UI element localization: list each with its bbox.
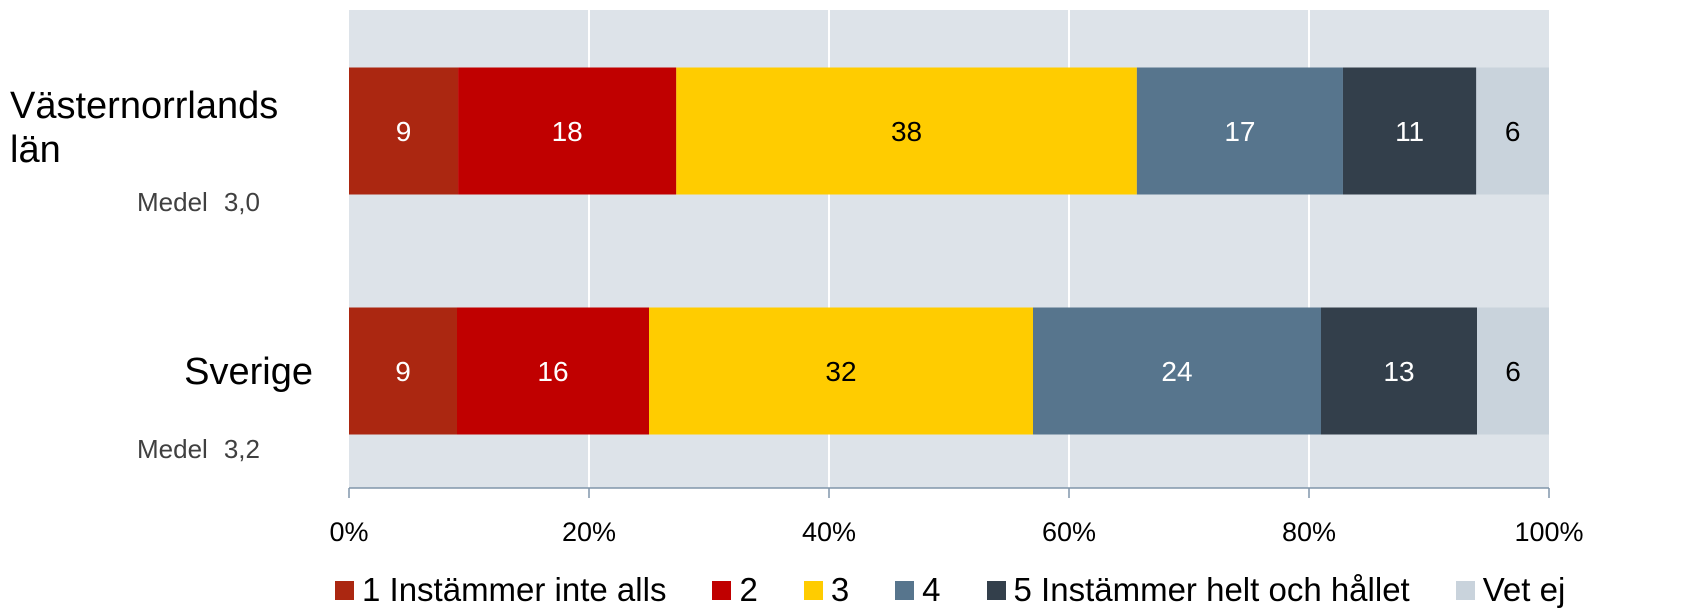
bar-segment bbox=[649, 307, 1033, 435]
legend-label: 4 bbox=[922, 571, 941, 608]
legend-label: 3 bbox=[830, 571, 850, 608]
bar-segment bbox=[676, 67, 1137, 195]
legend-swatch bbox=[712, 580, 732, 600]
bar-data-label: 9 bbox=[396, 116, 412, 147]
legend-label: 5 Instämmer helt och hållet bbox=[1013, 571, 1410, 608]
x-tick-label: 80% bbox=[1282, 517, 1336, 547]
bar-segment bbox=[1342, 67, 1477, 195]
legend-item: Vet ej bbox=[1455, 571, 1566, 609]
legend-swatch bbox=[986, 580, 1006, 600]
x-tick-label: 0% bbox=[329, 517, 368, 547]
x-ticks: 0% 20% 40% 60% 80% 100% bbox=[329, 488, 1584, 547]
medel-value: 3,0 bbox=[223, 187, 260, 217]
legend-item: 3 bbox=[803, 571, 850, 609]
legend-swatch bbox=[335, 580, 354, 600]
legend-item: 1 Instämmer inte alls bbox=[335, 571, 666, 609]
legend: 1 Instämmer inte alls 2 3 4 5 Instämmer helt… bbox=[335, 571, 1611, 609]
bar-segment bbox=[458, 67, 677, 195]
bar-data-label: 6 bbox=[1505, 356, 1521, 387]
bar-data-label: 38 bbox=[891, 116, 922, 147]
bar-segment bbox=[349, 67, 459, 195]
bar-data-label: 9 bbox=[395, 356, 411, 387]
category-label-sverige: Sverige bbox=[184, 351, 313, 393]
medel-label: Medel bbox=[137, 187, 208, 217]
x-tick-label: 40% bbox=[802, 517, 856, 547]
bar-data-label: 6 bbox=[1505, 116, 1521, 147]
legend-label: 1 Instämmer inte alls bbox=[362, 571, 667, 608]
bars: 9 18 38 17 11 6 9 16 32 24 13 6 bbox=[349, 67, 1549, 435]
bar-data-label: 24 bbox=[1161, 356, 1192, 387]
bar-segment bbox=[1033, 307, 1321, 435]
category-label-vasternorrland: Västernorrlands län bbox=[10, 85, 279, 171]
legend-item: 4 bbox=[895, 571, 941, 609]
x-tick-label: 60% bbox=[1042, 517, 1096, 547]
bar-data-label: 17 bbox=[1224, 116, 1255, 147]
bar-data-label: 13 bbox=[1383, 356, 1414, 387]
medel-sverige: Medel 3,2 bbox=[137, 434, 260, 464]
bar-segment bbox=[349, 307, 457, 435]
legend-label: Vet ej bbox=[1482, 571, 1566, 608]
legend-swatch bbox=[895, 580, 915, 600]
medel-vasternorrland: Medel 3,0 bbox=[137, 187, 260, 217]
legend-swatch bbox=[803, 580, 823, 600]
x-tick-label: 100% bbox=[1514, 517, 1583, 547]
bar-data-label: 32 bbox=[825, 356, 856, 387]
medel-value: 3,2 bbox=[223, 434, 260, 464]
bar-segment bbox=[1321, 307, 1477, 435]
x-tick-label: 20% bbox=[562, 517, 616, 547]
bar-segment bbox=[1477, 307, 1549, 435]
legend-swatch bbox=[1455, 580, 1475, 600]
legend-item: 2 bbox=[712, 571, 758, 609]
medel-label: Medel bbox=[137, 434, 208, 464]
legend-label: 2 bbox=[739, 571, 758, 608]
legend-item: 5 Instämmer helt och hållet bbox=[986, 571, 1410, 609]
bar-segment bbox=[457, 307, 649, 435]
bar-segment bbox=[1136, 67, 1343, 195]
bar-data-label: 16 bbox=[537, 356, 568, 387]
bar-data-label: 18 bbox=[552, 116, 583, 147]
bar-data-label: 11 bbox=[1395, 116, 1424, 147]
bar-segment bbox=[1476, 67, 1549, 195]
